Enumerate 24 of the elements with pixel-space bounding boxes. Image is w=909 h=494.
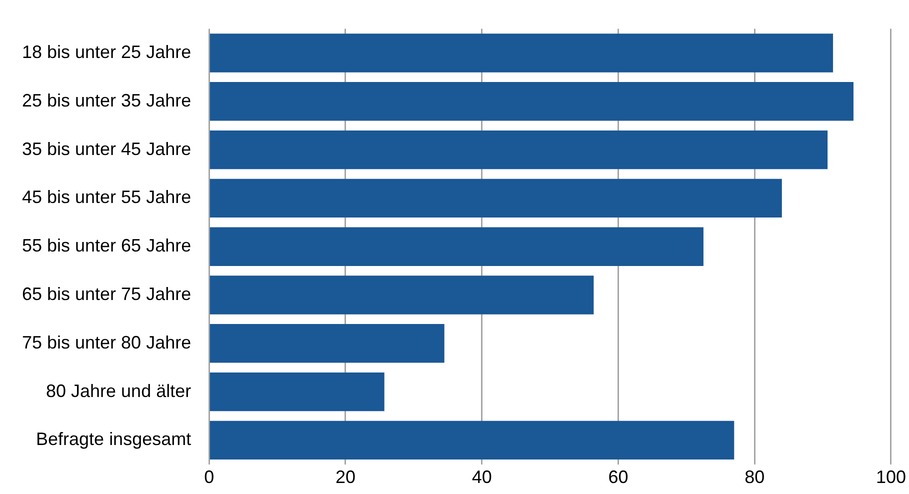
- bar: [210, 227, 704, 266]
- x-tick-label: 100: [876, 467, 906, 488]
- bar: [210, 178, 782, 218]
- bar: [210, 324, 444, 363]
- y-tick-label: 25 bis unter 35 Jahre: [22, 90, 192, 110]
- bar: [210, 82, 854, 121]
- y-tick-label: 55 bis unter 65 Jahre: [22, 236, 192, 256]
- x-tick-label: 60: [608, 467, 628, 488]
- x-tick-label: 80: [744, 467, 765, 488]
- y-tick-label: 80 Jahre und älter: [46, 380, 192, 401]
- bar: [210, 420, 734, 460]
- x-tick-label: 20: [335, 467, 356, 488]
- bar: [210, 276, 594, 314]
- y-tick-label: 65 bis unter 75 Jahre: [22, 284, 192, 304]
- y-tick-label: 75 bis unter 80 Jahre: [22, 332, 192, 352]
- bar: [210, 34, 834, 72]
- y-tick-label: 45 bis unter 55 Jahre: [22, 187, 192, 208]
- y-tick-label: 35 bis unter 45 Jahre: [22, 138, 192, 159]
- y-tick-label: Befragte insgesamt: [36, 429, 192, 450]
- y-tick-label: 18 bis unter 25 Jahre: [22, 42, 192, 62]
- bar: [210, 372, 384, 412]
- x-tick-label: 0: [204, 467, 214, 488]
- x-tick-label: 40: [472, 467, 492, 488]
- bar: [210, 130, 828, 170]
